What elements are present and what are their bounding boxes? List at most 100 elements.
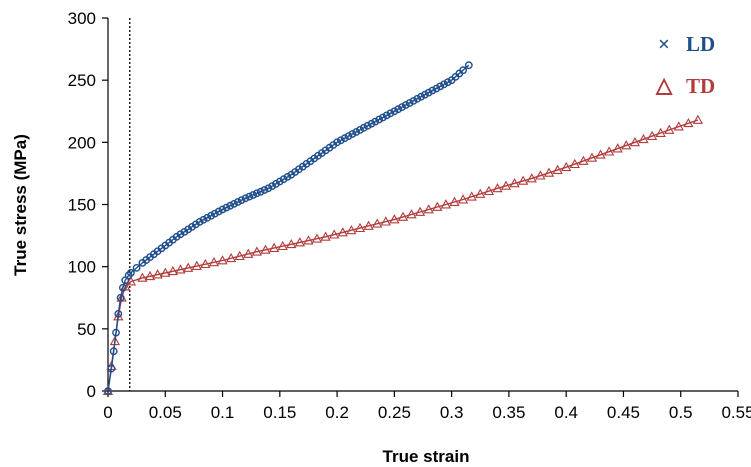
- data-point-td: [208, 256, 220, 267]
- data-point-td: [629, 136, 641, 147]
- data-point-td: [200, 258, 211, 269]
- y-tick-label: 250: [68, 71, 96, 90]
- data-point-td: [337, 227, 348, 237]
- data-point-ld: [241, 194, 250, 203]
- data-point-td: [423, 204, 434, 214]
- data-point-td: [612, 143, 623, 153]
- data-point-ld: [126, 268, 135, 277]
- data-point-td: [664, 124, 675, 134]
- data-point-ld: [398, 103, 406, 112]
- data-point-ld: [348, 130, 357, 138]
- y-axis-title: True stress (MPa): [11, 134, 30, 276]
- data-point-ld: [333, 138, 341, 147]
- data-point-ld: [386, 109, 395, 118]
- x-tick-label: 0.05: [149, 403, 182, 422]
- data-point-td: [440, 199, 452, 209]
- data-point-td: [509, 178, 520, 188]
- data-point-ld: [409, 97, 418, 105]
- data-point-ld: [218, 205, 227, 214]
- data-point-td: [518, 175, 529, 185]
- x-axis-title: True strain: [383, 447, 470, 466]
- data-point-td: [268, 242, 280, 252]
- x-tick-label: 0.4: [554, 403, 578, 422]
- data-point-ld: [413, 94, 422, 103]
- data-point-ld: [401, 101, 410, 109]
- y-tick-label: 200: [68, 133, 96, 152]
- data-point-ld: [249, 191, 258, 199]
- x-tick-label: 0: [103, 403, 112, 422]
- data-point-ld: [272, 179, 280, 188]
- data-point-ld: [359, 123, 368, 132]
- data-point-ld: [405, 99, 414, 107]
- data-point-ld: [104, 387, 112, 395]
- data-point-ld: [199, 215, 208, 224]
- data-point-ld: [264, 184, 273, 193]
- data-point-ld: [340, 134, 349, 143]
- data-point-td: [303, 235, 314, 245]
- data-point-ld: [356, 125, 364, 134]
- data-point-td: [683, 117, 694, 128]
- data-point-td: [603, 146, 615, 156]
- legend-label-ld: LD: [686, 32, 715, 56]
- data-point-td: [294, 237, 306, 247]
- data-point-td: [251, 246, 263, 256]
- data-point-td: [692, 114, 704, 124]
- data-point-ld: [283, 172, 292, 181]
- data-point-ld: [382, 111, 391, 120]
- data-point-ld: [252, 189, 261, 198]
- data-point-td: [152, 269, 163, 279]
- data-point-td: [243, 248, 254, 258]
- data-point-ld: [112, 328, 120, 337]
- data-point-td: [217, 255, 228, 265]
- data-point-td: [286, 238, 297, 249]
- data-point-td: [191, 260, 202, 270]
- data-point-ld: [428, 86, 437, 95]
- data-point-td: [183, 262, 194, 272]
- data-point-td: [380, 216, 391, 226]
- data-point-ld: [371, 117, 380, 126]
- x-tick-label: 0.15: [263, 403, 296, 422]
- x-tick-label: 0.1: [211, 403, 235, 422]
- series-layer: [102, 61, 704, 395]
- legend-marker-ld: ×: [658, 32, 670, 56]
- data-point-ld: [336, 136, 345, 145]
- data-point-ld: [214, 207, 223, 216]
- data-point-td: [277, 240, 288, 251]
- data-point-ld: [279, 175, 288, 184]
- data-point-ld: [114, 309, 123, 318]
- data-point-ld: [195, 217, 204, 226]
- data-point-ld: [176, 230, 185, 239]
- data-point-td: [311, 233, 323, 243]
- data-point-td: [561, 161, 572, 172]
- data-point-ld: [233, 198, 242, 206]
- series-ld: [104, 61, 473, 395]
- data-point-td: [167, 265, 179, 276]
- data-point-td: [144, 270, 156, 281]
- data-point-td: [552, 164, 563, 174]
- data-point-td: [483, 185, 495, 196]
- data-point-td: [225, 252, 237, 263]
- data-point-td: [578, 155, 589, 165]
- data-point-ld: [375, 115, 383, 124]
- data-point-ld: [207, 211, 216, 220]
- data-point-td: [586, 152, 598, 162]
- data-point-td: [346, 224, 357, 235]
- data-point-td: [569, 158, 580, 169]
- data-point-ld: [459, 66, 467, 75]
- data-point-td: [492, 182, 503, 193]
- y-tick-label: 150: [68, 196, 96, 215]
- x-tick-label: 0.5: [669, 403, 693, 422]
- legend-label-td: TD: [686, 74, 715, 98]
- data-point-td: [320, 231, 331, 241]
- data-point-ld: [237, 196, 246, 205]
- legend-marker-td: △: [655, 73, 673, 97]
- data-point-ld: [417, 92, 425, 101]
- data-point-td: [500, 180, 512, 190]
- data-point-ld: [210, 209, 219, 218]
- data-point-ld: [260, 186, 269, 194]
- x-tick-label: 0.35: [492, 403, 525, 422]
- data-point-ld: [203, 213, 212, 222]
- data-point-td: [354, 222, 366, 233]
- data-point-ld: [119, 283, 127, 292]
- data-point-td: [397, 211, 409, 221]
